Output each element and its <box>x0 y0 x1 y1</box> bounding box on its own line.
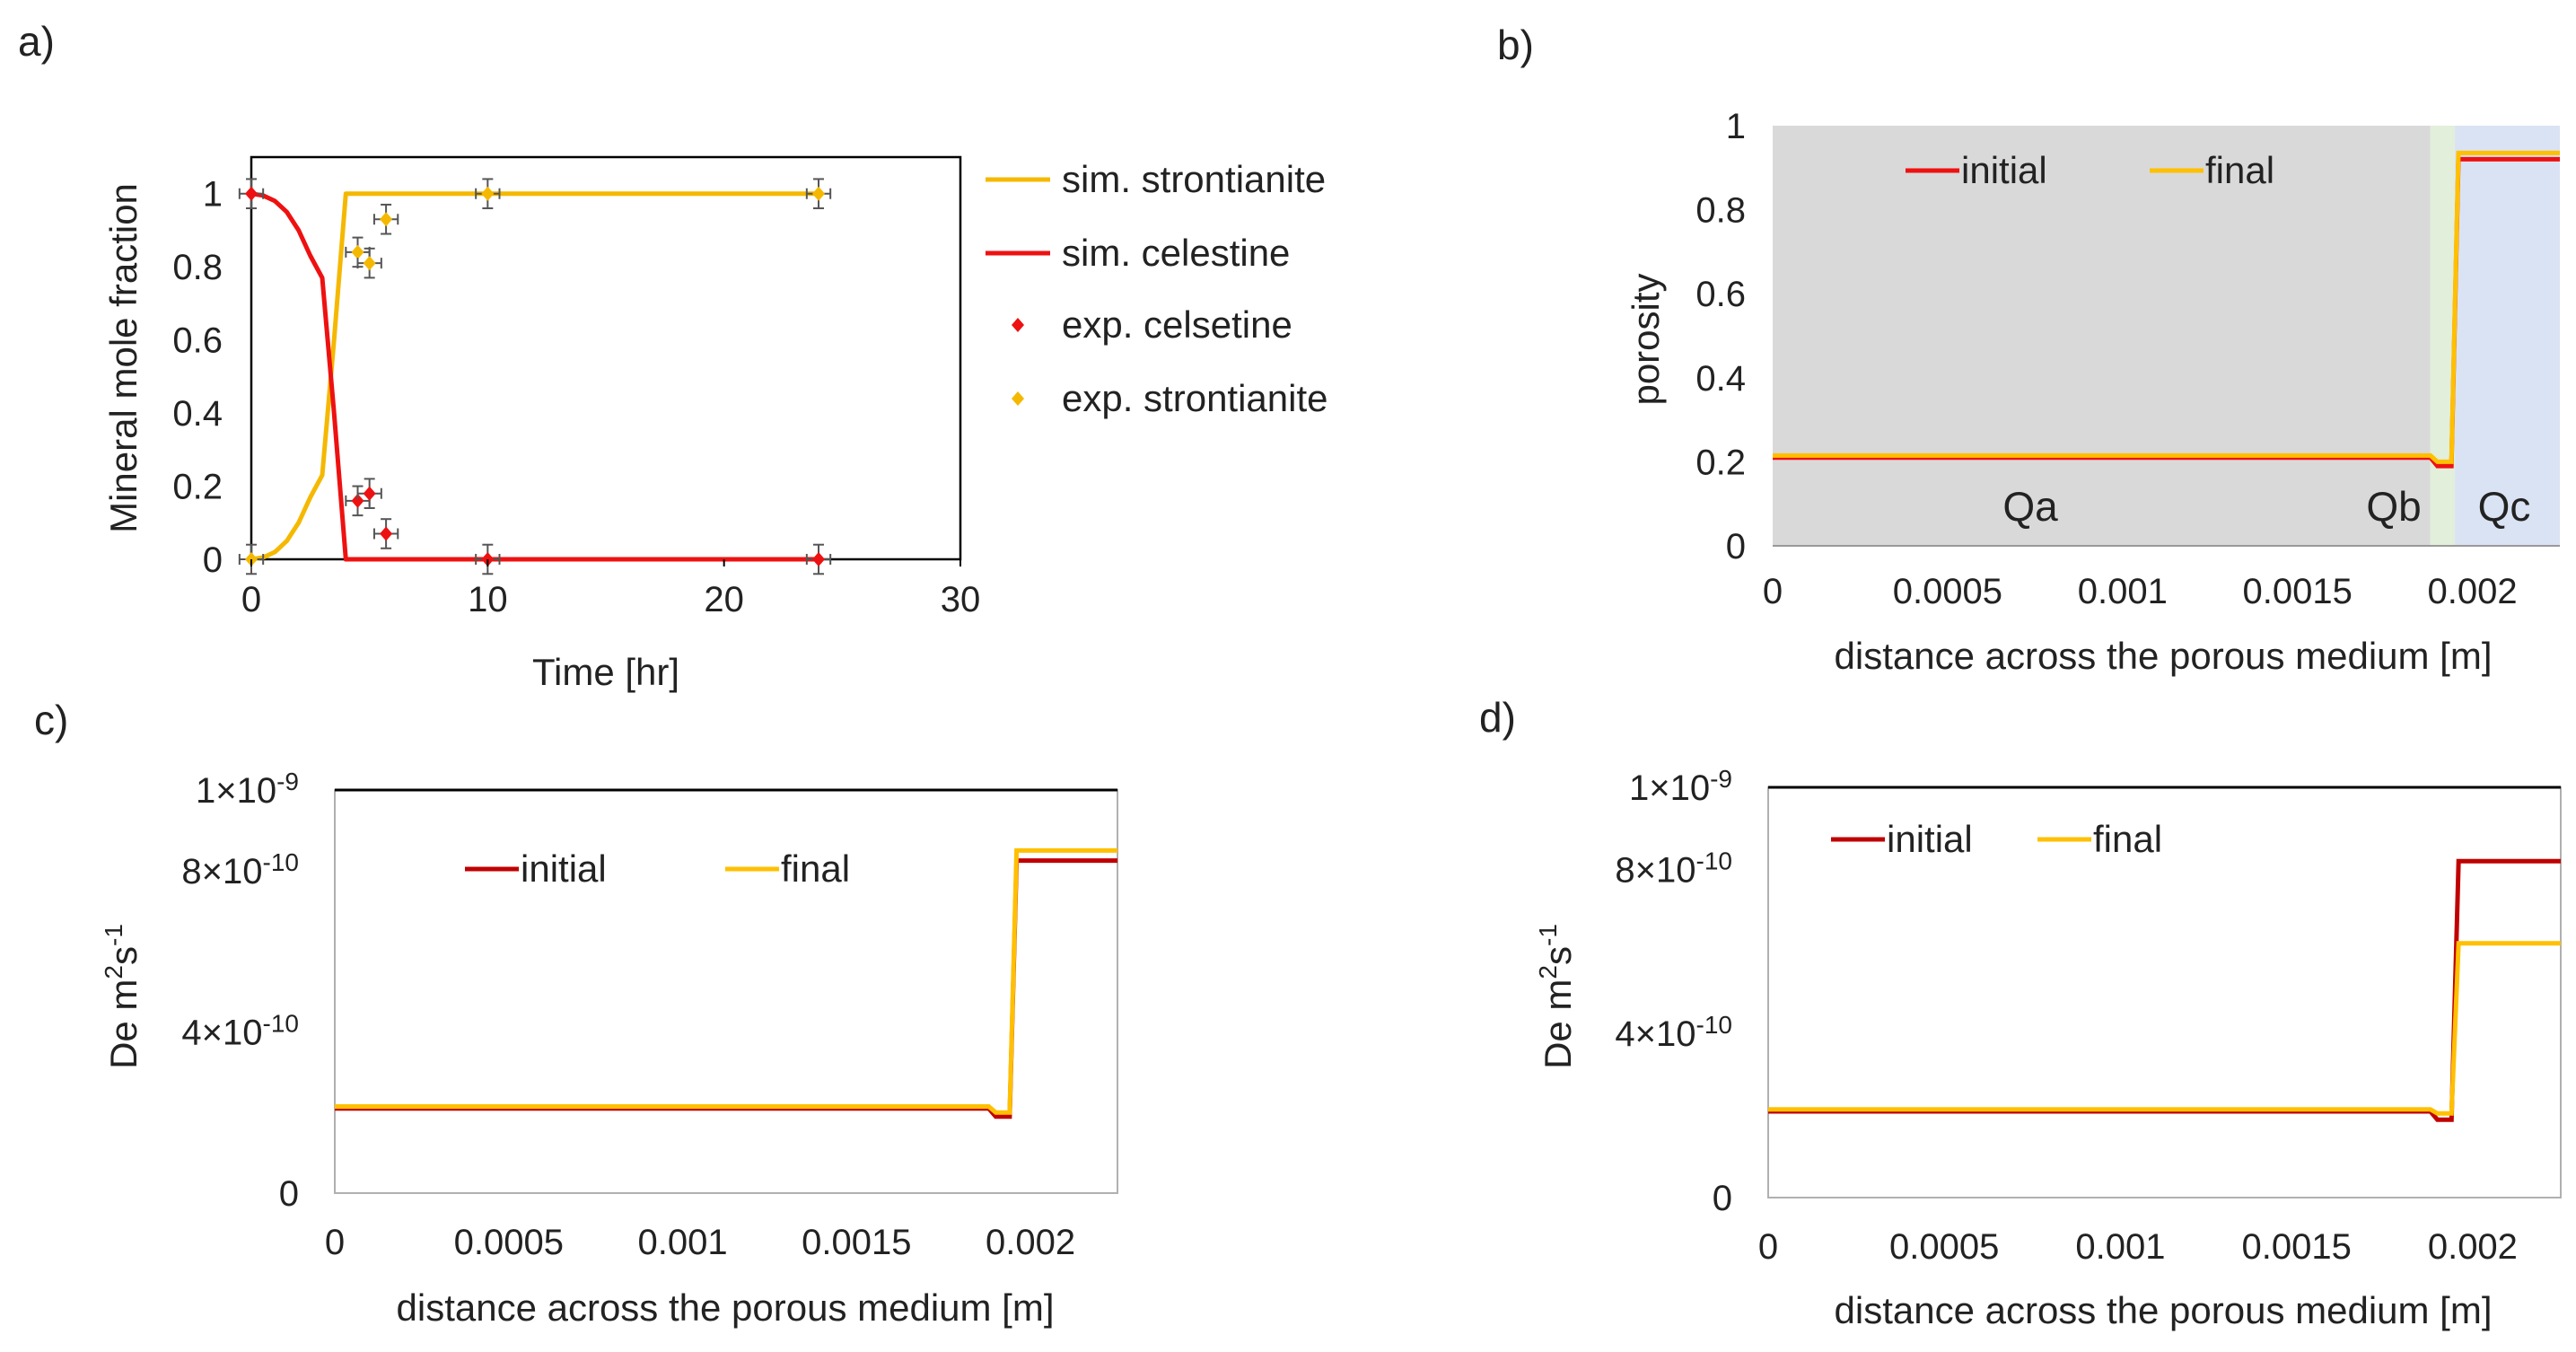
chart-c-legend-label: final <box>781 847 850 890</box>
chart-d-xtick-label: 0.0005 <box>1889 1227 1999 1267</box>
chart-b: Qa Qb Qc 0 0.0005 0.001 0.0015 0.002 0 0.2 0.4 0.6… <box>1625 107 2560 677</box>
chart-d-xtick-label: 0.002 <box>2428 1227 2518 1267</box>
chart-a-xtick-label: 30 <box>941 580 981 619</box>
chart-a-point-exp-strontianite <box>363 256 376 271</box>
chart-d-ytick-label: 0 <box>1713 1179 1732 1218</box>
chart-b-xtick-label: 0 <box>1763 572 1783 611</box>
chart-c-line-final <box>335 847 1117 1115</box>
chart-a-line-sim-celestine <box>250 191 819 562</box>
chart-b-zone-label: Qc <box>2478 483 2531 530</box>
chart-d-line-final <box>1768 941 2561 1116</box>
chart-c-xtick-label: 0.0005 <box>454 1223 564 1262</box>
chart-d-ytick-label: 1×10-9 <box>1629 765 1732 808</box>
chart-d-xtick-label: 0 <box>1758 1227 1778 1267</box>
chart-a-xlabel: Time [hr] <box>532 651 679 693</box>
panel-label-b: b) <box>1497 22 1534 68</box>
chart-a-legend-label: exp. strontianite <box>1062 377 1328 419</box>
chart-b-xtick-label: 0.0015 <box>2242 572 2352 611</box>
chart-a-ylabel: Mineral mole fraction <box>102 183 145 533</box>
chart-c-ytick-label: 4×10-10 <box>181 1009 299 1052</box>
chart-b-zone-label: Qa <box>2002 483 2058 530</box>
panel-label-d: d) <box>1479 694 1516 741</box>
chart-a-point-exp-celsetine <box>245 186 258 201</box>
chart-a-legend-marker <box>1012 391 1024 406</box>
chart-b-xtick-label: 0.002 <box>2428 572 2518 611</box>
chart-b-ytick-label: 0 <box>1726 527 1746 566</box>
chart-d-legend-label: final <box>2093 818 2162 860</box>
chart-c-xtick-label: 0 <box>325 1223 345 1262</box>
chart-d-legend-label: initial <box>1887 818 1973 860</box>
chart-d-xlabel: distance across the porous medium [m] <box>1835 1289 2493 1331</box>
chart-b-ylabel: porosity <box>1625 273 1667 405</box>
chart-a-ytick-label: 0 <box>203 540 223 580</box>
chart-c-line-initial <box>335 858 1117 1119</box>
chart-a-point-exp-celsetine <box>351 493 364 508</box>
chart-b-ytick-label: 0.6 <box>1695 275 1746 314</box>
chart-c-ytick-label: 0 <box>279 1174 299 1214</box>
chart-b-legend-label: initial <box>1961 149 2047 191</box>
chart-b-xtick-label: 0.001 <box>2078 572 2168 611</box>
chart-b-ytick-label: 1 <box>1726 107 1746 146</box>
chart-c-legend-label: initial <box>521 847 607 890</box>
chart-c-plot-frame <box>334 789 1118 1194</box>
chart-b-ytick-label: 0.2 <box>1695 443 1746 482</box>
chart-a: 0 10 20 30 0 0.2 0.4 0.6 0.8 1 Time [hr] Mineral … <box>102 155 1328 693</box>
chart-d-line-initial <box>1768 858 2561 1122</box>
chart-a-errorbar <box>356 247 382 279</box>
chart-a-ytick-label: 0.8 <box>172 248 223 287</box>
chart-a-point-exp-celsetine <box>812 552 825 566</box>
chart-d-ytick-label: 8×10-10 <box>1615 847 1732 890</box>
chart-a-legend-label: sim. strontianite <box>1062 158 1326 200</box>
chart-c-ytick-label: 1×10-9 <box>196 768 299 811</box>
chart-b-zone-label: Qb <box>2366 483 2421 530</box>
chart-a-point-exp-strontianite <box>812 186 825 201</box>
chart-a-point-exp-strontianite <box>481 186 495 201</box>
chart-b-xlabel: distance across the porous medium [m] <box>1835 635 2493 677</box>
chart-d: 0 0.0005 0.001 0.0015 0.002 0 4×10-10 8×10-10 1×… <box>1534 765 2562 1331</box>
chart-a-point-exp-strontianite <box>380 212 393 227</box>
chart-c-xtick-label: 0.0015 <box>802 1223 911 1262</box>
chart-a-legend-label: sim. celestine <box>1062 232 1290 274</box>
chart-d-ylabel-text: De m2s-1 <box>1534 924 1579 1069</box>
chart-d-xtick-label: 0.0015 <box>2241 1227 2351 1267</box>
panel-label-c: c) <box>34 697 68 743</box>
chart-a-point-exp-celsetine <box>363 486 376 501</box>
chart-b-zone-qb <box>2430 126 2456 546</box>
chart-a-line-sim-strontianite <box>250 191 819 562</box>
chart-c-ylabel: De m2s-1 <box>100 924 145 1069</box>
chart-c-ylabel-text: De m2s-1 <box>100 924 145 1069</box>
chart-b-ytick-label: 0.4 <box>1695 359 1746 399</box>
chart-b-legend-label: final <box>2205 149 2274 191</box>
chart-a-point-exp-celsetine <box>380 526 393 541</box>
chart-c: 0 0.0005 0.001 0.0015 0.002 0 4×10-10 8×10-10 1×… <box>100 768 1118 1329</box>
chart-a-legend-label: exp. celsetine <box>1062 303 1292 346</box>
chart-d-ytick-label: 4×10-10 <box>1615 1011 1732 1054</box>
chart-a-ytick-label: 0.6 <box>172 321 223 361</box>
chart-c-xtick-label: 0.001 <box>638 1223 728 1262</box>
chart-a-errorbar <box>805 543 832 575</box>
chart-b-ytick-label: 0.8 <box>1695 191 1746 231</box>
chart-d-ylabel: De m2s-1 <box>1534 924 1579 1069</box>
chart-a-xtick-label: 20 <box>704 580 744 619</box>
chart-a-legend-marker <box>1012 318 1024 332</box>
chart-c-xtick-label: 0.002 <box>986 1223 1075 1262</box>
chart-b-zone-qc <box>2455 126 2560 546</box>
chart-a-xtick-label: 10 <box>468 580 508 619</box>
chart-a-ytick-label: 1 <box>203 175 223 215</box>
chart-c-ytick-label: 8×10-10 <box>181 848 299 891</box>
chart-a-ytick-label: 0.2 <box>172 468 223 507</box>
chart-b-zone-qa <box>1773 126 2431 546</box>
panel-label-a: a) <box>18 18 55 65</box>
chart-b-xtick-label: 0.0005 <box>1893 572 2002 611</box>
chart-c-xlabel: distance across the porous medium [m] <box>397 1286 1055 1329</box>
chart-d-xtick-label: 0.001 <box>2075 1227 2165 1267</box>
chart-a-ytick-label: 0.4 <box>172 394 223 434</box>
chart-a-point-exp-strontianite <box>351 244 364 259</box>
chart-a-xtick-label: 0 <box>241 580 261 619</box>
chart-b-line-final <box>1773 150 2560 464</box>
